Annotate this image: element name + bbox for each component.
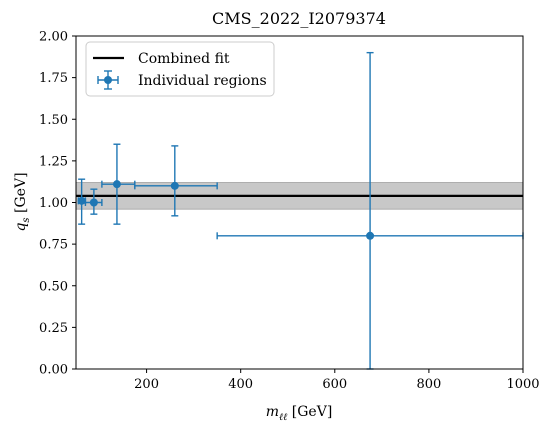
legend-swatch-marker <box>104 76 112 84</box>
chart-title: CMS_2022_I2079374 <box>212 9 386 28</box>
data-point-2 <box>84 188 103 215</box>
y-axis-label: qs [GeV] <box>13 172 32 231</box>
x-tick-label: 600 <box>322 377 347 392</box>
point-marker <box>89 198 98 207</box>
data-point-5 <box>216 51 524 370</box>
x-tick-label: 200 <box>134 377 159 392</box>
data-point-3 <box>101 143 136 225</box>
legend-combined-label: Combined fit <box>138 51 230 67</box>
legend-box <box>85 41 275 97</box>
legend-individual-swatch <box>97 70 119 90</box>
legend-individual-label: Individual regions <box>138 73 267 89</box>
y-tick-label: 0.50 <box>39 279 68 294</box>
y-tick-label: 1.50 <box>39 113 68 128</box>
data-point-1 <box>77 178 87 225</box>
y-tick-label: 0.25 <box>39 321 68 336</box>
x-tick-label: 800 <box>416 377 441 392</box>
y-tick-label: 0.00 <box>39 363 68 378</box>
data-point-4 <box>134 145 218 217</box>
y-axis-label-unit: [GeV] <box>13 172 29 217</box>
y-tick-label: 1.25 <box>39 154 68 169</box>
x-axis-label-main: m <box>266 404 279 420</box>
x-axis-label-sub: ℓℓ <box>279 412 287 423</box>
point-marker <box>170 181 179 190</box>
x-tick-label: 400 <box>228 377 253 392</box>
point-marker <box>366 231 375 240</box>
x-axis-ticks: 200 400 600 800 1000 <box>134 369 540 392</box>
y-tick-label: 2.00 <box>39 30 68 45</box>
x-tick-label: 1000 <box>506 377 539 392</box>
y-axis-ticks: 0.00 0.25 0.50 0.75 1.00 1.25 1.50 1.75 2.00 <box>39 30 76 378</box>
y-tick-label: 0.75 <box>39 238 68 253</box>
y-axis-label-sub: s <box>21 217 32 222</box>
y-tick-label: 1.75 <box>39 71 68 86</box>
points-layer <box>77 51 524 370</box>
y-tick-label: 1.00 <box>39 196 68 211</box>
x-axis-label-unit: [GeV] <box>287 404 332 420</box>
y-axis-label-main: q <box>13 223 29 232</box>
point-marker <box>77 196 86 205</box>
x-axis-label: mℓℓ [GeV] <box>266 404 333 423</box>
point-marker <box>112 180 121 189</box>
legend: Combined fit Individual regions <box>85 41 275 97</box>
